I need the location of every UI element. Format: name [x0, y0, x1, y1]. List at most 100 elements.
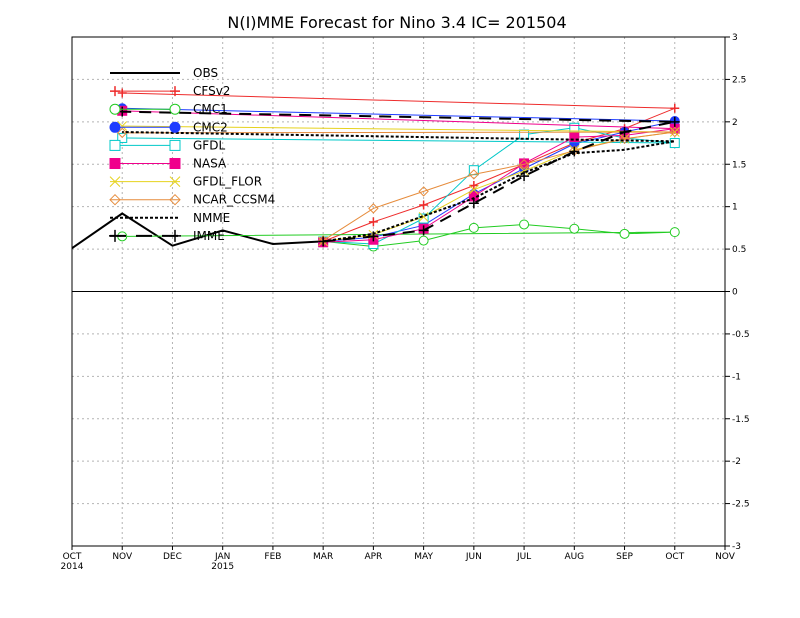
- data-point-ncar-ccsm4: [418, 186, 429, 197]
- legend-label-cmc1: CMC1: [193, 102, 228, 116]
- data-point-ncar-ccsm4: [117, 127, 128, 139]
- legend-item-nasa: NASA: [109, 157, 227, 171]
- series-nmme: [122, 131, 675, 243]
- x-tick-label: JUN: [465, 552, 482, 562]
- y-tick-label: 1.5: [732, 160, 746, 170]
- legend-marker-ncar-ccsm4: [109, 193, 121, 206]
- data-point-cmc1: [569, 223, 580, 234]
- data-point-gfdl: [669, 138, 680, 149]
- y-tick-label: 0: [732, 288, 738, 298]
- x-tick-year: 2014: [61, 562, 84, 572]
- legend-label-imme: IMME: [193, 229, 225, 243]
- legend-item-cmc2: CMC2: [109, 120, 228, 134]
- data-point-imme: [418, 225, 429, 236]
- data-point-ncar-ccsm4: [368, 203, 379, 214]
- data-point-imme: [569, 146, 580, 157]
- data-point-cfsv2: [469, 180, 479, 190]
- x-tick-label: SEP: [616, 552, 633, 562]
- x-tick-label: NOV: [112, 552, 133, 562]
- y-tick-label: 2: [732, 118, 738, 128]
- data-point-cmc1: [468, 222, 479, 233]
- legend-item-gfdl: GFDL: [109, 138, 225, 152]
- series-line-ncar-ccsm4: [122, 131, 675, 242]
- legend-marker-nasa: [169, 158, 181, 169]
- x-tick-label: OCT: [665, 552, 684, 562]
- legend-marker-cmc1: [109, 103, 121, 115]
- data-point-ncar-ccsm4: [619, 133, 630, 145]
- y-tick-label: 1: [732, 203, 738, 213]
- data-point-imme: [619, 127, 630, 138]
- series-layer: [71, 88, 680, 252]
- legend-item-gfdl-flor: GFDL_FLOR: [109, 175, 262, 189]
- data-point-imme: [468, 198, 479, 209]
- data-point-ncar-ccsm4: [468, 169, 480, 180]
- data-point-cmc1: [418, 235, 429, 246]
- data-point-imme: [669, 116, 680, 127]
- legend-item-cfsv2: CFSv2: [110, 84, 230, 98]
- legend-marker-imme: [109, 229, 121, 242]
- y-tick-label: 3: [732, 33, 738, 43]
- x-tick-year: 2015: [211, 562, 234, 572]
- x-tick-label: FEB: [264, 552, 281, 562]
- series-line-obs: [71, 212, 324, 250]
- legend-label-gfdl: GFDL: [193, 138, 225, 152]
- y-tick-label: 2.5: [732, 75, 746, 85]
- data-point-imme: [368, 231, 379, 242]
- y-tick-label: -1.5: [732, 415, 750, 425]
- data-point-cfsv2: [117, 88, 127, 98]
- legend-marker-gfdl-flor: [109, 176, 121, 187]
- data-point-gfdl-flor: [468, 184, 479, 195]
- grid: [72, 37, 725, 546]
- legend-item-nmme: NMME: [110, 211, 230, 225]
- x-tick-label: DEC: [163, 552, 182, 562]
- data-point-imme: [318, 236, 329, 247]
- legend-item-ncar-ccsm4: NCAR_CCSM4: [109, 193, 275, 207]
- legend-label-nasa: NASA: [193, 157, 227, 171]
- data-point-gfdl: [519, 129, 530, 140]
- series-imme: [117, 106, 680, 247]
- legend-marker-cfsv2: [170, 86, 180, 97]
- data-point-ncar-ccsm4: [518, 159, 530, 170]
- legend-marker-ncar-ccsm4: [169, 193, 181, 206]
- legend-marker-cfsv2: [110, 86, 120, 97]
- legend-item-cmc1: CMC1: [109, 102, 228, 116]
- legend-marker-cmc2: [109, 121, 121, 133]
- y-tick-label: -2.5: [732, 500, 750, 510]
- data-point-cmc1: [669, 227, 680, 238]
- series-line-imme: [122, 110, 675, 243]
- legend-marker-gfdl-flor: [169, 176, 181, 187]
- y-tick-label: -1: [732, 372, 741, 382]
- y-tick-label: 0.5: [732, 245, 746, 255]
- x-tick-label: OCT: [63, 552, 82, 562]
- series-obs: [71, 212, 324, 250]
- series-line-nmme: [122, 131, 675, 243]
- legend-marker-gfdl: [169, 139, 181, 151]
- legend-marker-nasa: [109, 158, 121, 169]
- legend-label-cmc2: CMC2: [193, 120, 228, 134]
- x-tick-label: NOV: [715, 552, 736, 562]
- chart-title: N(I)MME Forecast for Nino 3.4 IC= 201504: [227, 13, 566, 32]
- legend-item-obs: OBS: [110, 66, 218, 80]
- legend: OBS CFSv2 CMC1 CMC2 GFDL NASA GFDL_FLOR NCAR_CC…: [109, 66, 275, 243]
- data-point-imme: [519, 171, 530, 182]
- data-point-ncar-ccsm4: [669, 126, 680, 138]
- legend-marker-cmc1: [169, 103, 181, 115]
- data-point-cmc1: [619, 228, 630, 239]
- y-tick-label: -3: [732, 542, 741, 552]
- x-tick-label: JAN: [214, 552, 230, 562]
- data-point-cfsv2: [419, 200, 429, 210]
- legend-label-gfdl-flor: GFDL_FLOR: [193, 175, 262, 189]
- x-tick-label: APR: [364, 552, 382, 562]
- data-point-gfdl-flor: [418, 211, 429, 222]
- y-tick-label: -2: [732, 457, 741, 467]
- y-tick-label: -0.5: [732, 330, 750, 340]
- legend-marker-imme: [169, 229, 181, 242]
- x-tick-label: AUG: [564, 552, 584, 562]
- legend-marker-cmc2: [169, 121, 181, 133]
- legend-label-obs: OBS: [193, 66, 218, 80]
- x-tick-label: MAR: [313, 552, 333, 562]
- legend-marker-gfdl: [109, 139, 121, 151]
- legend-item-imme: IMME: [109, 229, 225, 243]
